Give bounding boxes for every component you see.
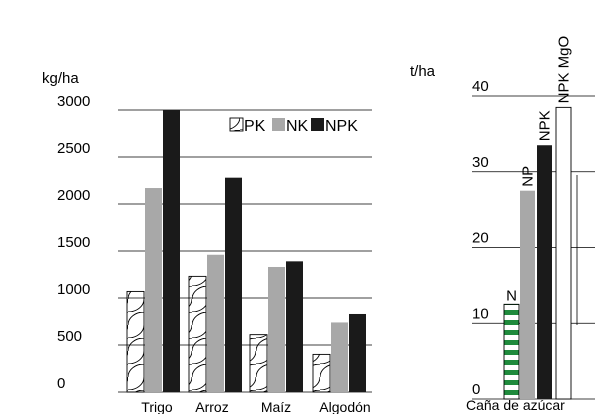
left-x-tick-label: Algodón [319, 399, 370, 414]
bar-npk [286, 261, 303, 392]
bar-npk [163, 110, 180, 392]
left-y-tick-label: 2500 [57, 140, 90, 157]
legend-label-npk: NPK [325, 118, 358, 135]
legend-swatch-npk [311, 118, 324, 131]
left-y-tick-labels: 0 500 1000 1500 2000 2500 3000 [57, 93, 90, 392]
legend-label-nk: NK [286, 118, 309, 135]
bar-nk [207, 254, 224, 392]
bar-nk [268, 266, 285, 392]
left-x-tick-label: Trigo [141, 399, 173, 414]
right-y-axis-label: t/ha [410, 63, 436, 80]
right-x-category-label: Caña de azúcar [466, 397, 565, 413]
left-y-axis-label: kg/ha [42, 70, 79, 87]
cane-bar-label: NP [520, 166, 537, 187]
legend-swatch-nk [272, 118, 285, 131]
cane-bar-n [503, 303, 520, 400]
cane-bar-npk-mgo [555, 106, 572, 400]
right-y-tick-label: 10 [472, 305, 489, 322]
bar-pk [188, 275, 207, 393]
right-y-tick-label: 30 [472, 154, 489, 171]
right-y-tick-label: 20 [472, 230, 489, 247]
left-x-tick-label: Arroz [195, 399, 228, 414]
right-y-tick-label: 0 [472, 381, 480, 398]
left-y-tick-label: 1000 [57, 281, 90, 298]
bar-nk [145, 188, 162, 392]
left-y-tick-label: 2000 [57, 187, 90, 204]
legend-swatch-pk [229, 117, 244, 132]
left-x-tick-labels: Trigo Arroz Maíz Algodón [141, 399, 370, 414]
left-y-tick-label: 0 [57, 375, 65, 392]
left-y-tick-label: 500 [57, 328, 82, 345]
cane-bar-label: N [506, 287, 517, 304]
left-bars [126, 110, 366, 393]
bar-npk [225, 177, 242, 392]
right-bars [503, 106, 572, 400]
cane-bar-label: NPK MgO [556, 36, 573, 104]
chart-left: kg/ha 0 500 1000 1500 2000 2500 3000 Trigo Arro… [42, 70, 372, 414]
bar-pk [312, 353, 331, 393]
left-x-tick-label: Maíz [261, 399, 291, 414]
bar-npk [349, 313, 366, 392]
legend-label-pk: PK [244, 118, 266, 135]
right-y-tick-labels: 0 10 20 30 40 [472, 78, 489, 398]
legend: PK NK NPK [229, 117, 358, 135]
bar-nk [331, 322, 348, 392]
cane-bar-np [520, 190, 535, 399]
right-y-tick-label: 40 [472, 78, 489, 95]
bar-pk [249, 334, 268, 393]
bar-pk [126, 290, 145, 393]
left-y-tick-label: 1500 [57, 234, 90, 251]
cane-bar-label: NPK [537, 110, 554, 141]
cane-bar-npk [537, 145, 552, 399]
left-y-tick-label: 3000 [57, 93, 90, 110]
